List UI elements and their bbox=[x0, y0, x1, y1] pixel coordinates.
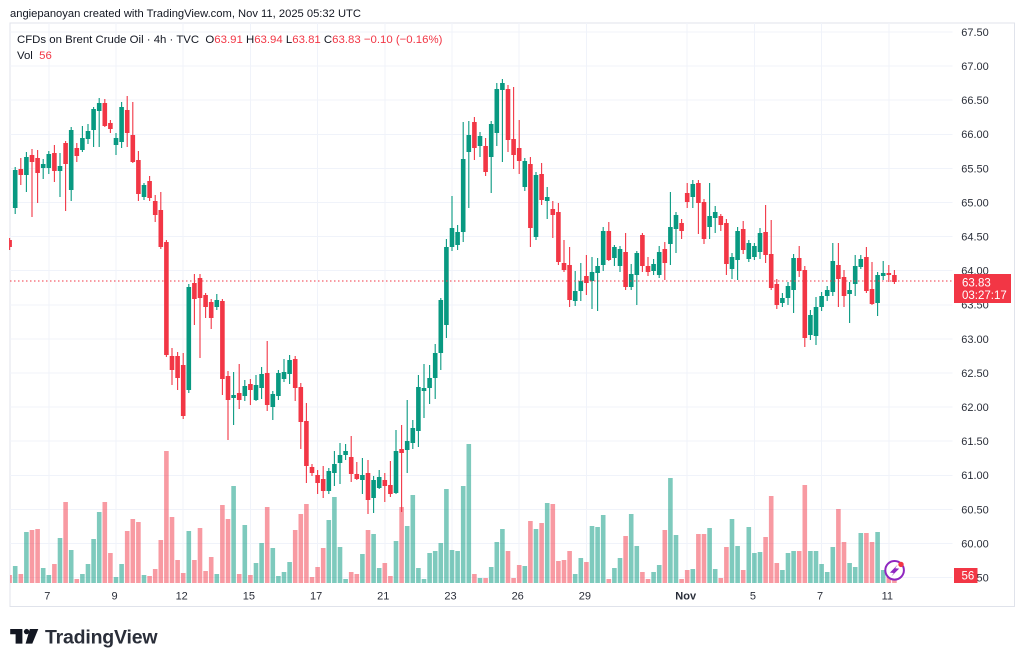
svg-text:7: 7 bbox=[817, 591, 823, 603]
svg-text:64.50: 64.50 bbox=[961, 232, 989, 244]
svg-text:63.00: 63.00 bbox=[961, 334, 989, 346]
svg-text:11: 11 bbox=[882, 591, 893, 603]
svg-text:62.00: 62.00 bbox=[961, 402, 989, 414]
svg-text:12: 12 bbox=[176, 591, 188, 603]
svg-text:61.50: 61.50 bbox=[961, 436, 989, 448]
svg-text:65.00: 65.00 bbox=[961, 197, 989, 209]
svg-text:60.50: 60.50 bbox=[961, 504, 989, 516]
svg-text:5: 5 bbox=[750, 591, 756, 603]
svg-text:66.50: 66.50 bbox=[961, 95, 989, 107]
svg-text:60.00: 60.00 bbox=[961, 538, 989, 550]
svg-text:23: 23 bbox=[444, 591, 456, 603]
svg-text:61.00: 61.00 bbox=[961, 470, 989, 482]
svg-text:26: 26 bbox=[512, 591, 524, 603]
svg-text:21: 21 bbox=[377, 591, 389, 603]
svg-text:15: 15 bbox=[243, 591, 255, 603]
svg-text:67.00: 67.00 bbox=[961, 61, 989, 73]
svg-text:63.83: 63.83 bbox=[962, 278, 991, 290]
svg-text:66.00: 66.00 bbox=[961, 129, 989, 141]
svg-text:65.50: 65.50 bbox=[961, 163, 989, 175]
svg-text:03:27:17: 03:27:17 bbox=[962, 290, 1007, 302]
svg-text:TradingView: TradingView bbox=[45, 627, 158, 649]
svg-text:62.50: 62.50 bbox=[961, 368, 989, 380]
svg-text:67.50: 67.50 bbox=[961, 27, 989, 39]
svg-text:29: 29 bbox=[579, 591, 591, 603]
svg-text:Nov: Nov bbox=[675, 591, 697, 603]
svg-text:7: 7 bbox=[44, 591, 50, 603]
svg-text:56: 56 bbox=[962, 571, 975, 583]
svg-text:17: 17 bbox=[310, 591, 322, 603]
svg-text:9: 9 bbox=[111, 591, 117, 603]
